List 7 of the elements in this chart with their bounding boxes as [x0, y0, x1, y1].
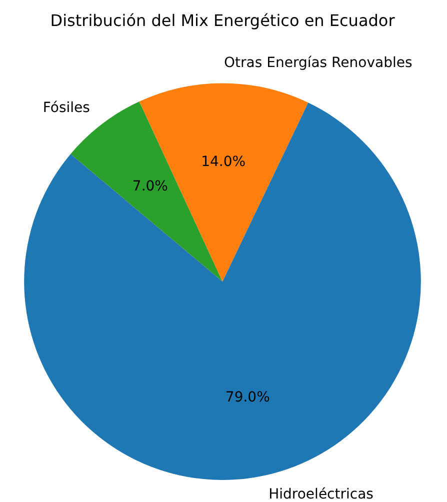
data-label: 79.0%	[225, 390, 270, 406]
slice-label: Hidroeléctricas	[268, 486, 374, 502]
slice-label: Fósiles	[42, 100, 90, 116]
data-label: 14.0%	[201, 154, 246, 170]
slice-label: Otras Energías Renovables	[224, 55, 412, 72]
data-label: 7.0%	[132, 178, 168, 195]
chart-title: Distribución del Mix Energético en Ecuador	[50, 10, 396, 30]
